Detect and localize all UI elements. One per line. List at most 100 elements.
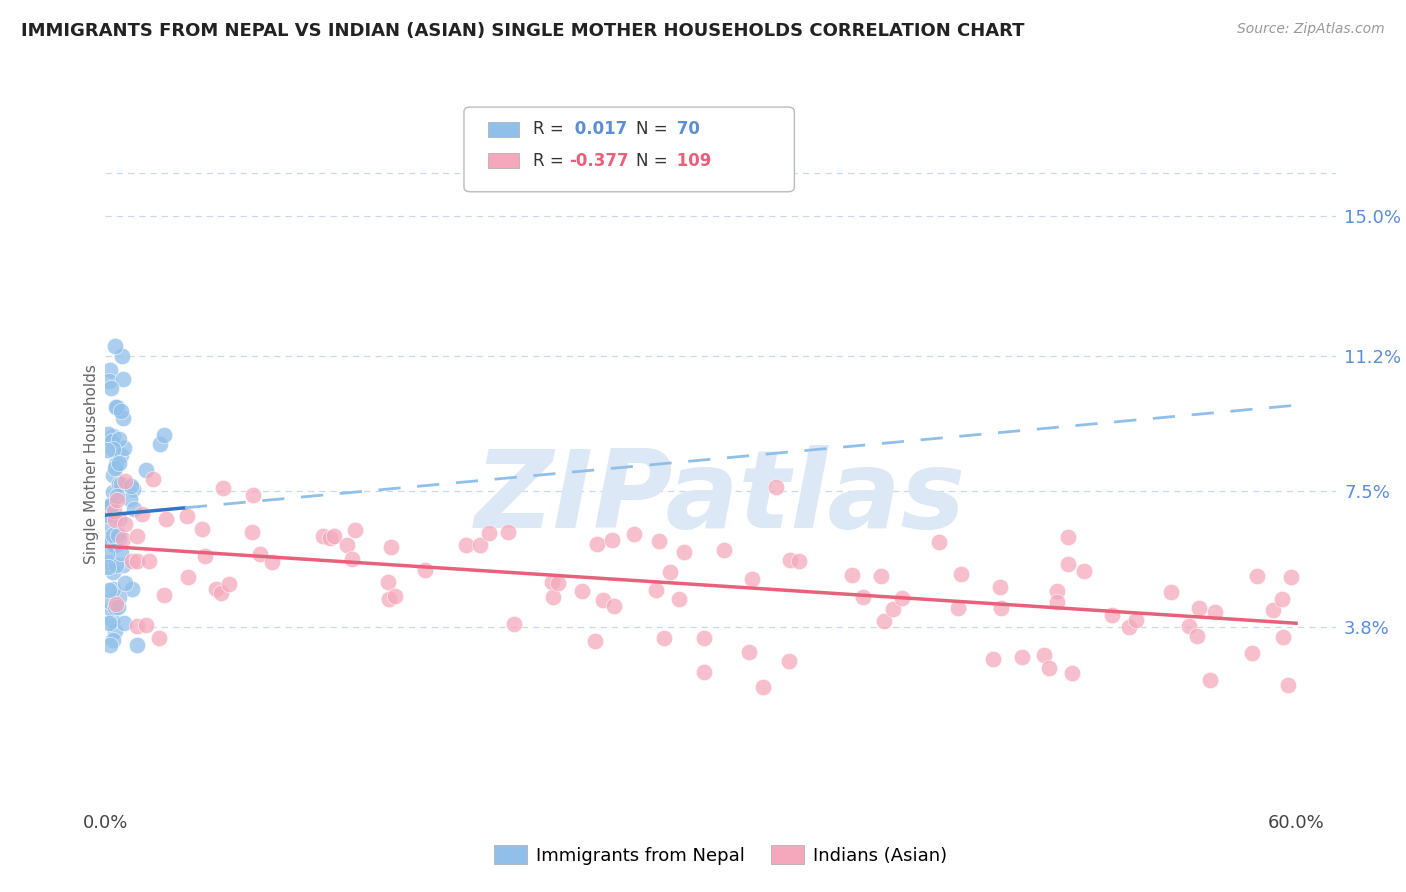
Point <box>456 538 478 552</box>
Point <box>647 533 669 548</box>
Point <box>1185 629 1208 643</box>
Point <box>104 401 127 415</box>
Point <box>672 545 695 559</box>
Point <box>713 543 735 558</box>
Point <box>112 442 135 456</box>
Point <box>104 460 127 475</box>
Point <box>100 499 122 513</box>
Point <box>98 593 121 607</box>
Point <box>1046 595 1069 609</box>
Point <box>789 554 811 568</box>
Point <box>114 475 136 489</box>
Point <box>118 491 141 506</box>
Point <box>96 443 118 458</box>
Point <box>841 568 863 582</box>
Point <box>209 586 232 600</box>
Point <box>1277 678 1299 692</box>
Point <box>176 508 198 523</box>
Point <box>502 616 524 631</box>
Point <box>600 533 623 547</box>
Point <box>870 568 893 582</box>
Point <box>125 638 148 652</box>
Point <box>242 488 264 502</box>
Point <box>240 524 263 539</box>
Point <box>101 528 124 542</box>
Point <box>149 436 172 450</box>
Point <box>105 489 128 503</box>
Text: 0.017: 0.017 <box>569 120 627 138</box>
Point <box>585 537 607 551</box>
Point <box>218 577 240 591</box>
Point <box>1073 564 1095 578</box>
Point <box>1046 584 1069 599</box>
Point <box>949 566 972 581</box>
Point <box>107 477 129 491</box>
Point <box>141 472 163 486</box>
Point <box>741 572 763 586</box>
Point <box>148 631 170 645</box>
Point <box>124 502 146 516</box>
Point <box>1188 601 1211 615</box>
Point <box>478 526 501 541</box>
Text: 70: 70 <box>671 120 700 138</box>
Point <box>104 338 127 352</box>
Point <box>658 566 681 580</box>
Point <box>592 592 614 607</box>
Text: Source: ZipAtlas.com: Source: ZipAtlas.com <box>1237 22 1385 37</box>
Point <box>1038 661 1060 675</box>
Point <box>928 534 950 549</box>
Point <box>981 652 1004 666</box>
Text: IMMIGRANTS FROM NEPAL VS INDIAN (ASIAN) SINGLE MOTHER HOUSEHOLDS CORRELATION CHA: IMMIGRANTS FROM NEPAL VS INDIAN (ASIAN) … <box>21 22 1025 40</box>
Point <box>98 375 121 389</box>
Point <box>873 614 896 628</box>
Point <box>97 560 120 574</box>
Point <box>103 504 125 518</box>
Point <box>470 538 492 552</box>
Point <box>110 477 132 491</box>
Point <box>96 547 118 561</box>
Point <box>120 478 142 492</box>
Point <box>779 553 801 567</box>
Point <box>127 619 149 633</box>
Point <box>104 457 127 471</box>
Point <box>194 549 217 563</box>
Point <box>652 632 675 646</box>
Point <box>98 582 121 597</box>
Point <box>541 574 564 589</box>
Point <box>152 588 174 602</box>
Point <box>101 565 124 579</box>
Point <box>1240 646 1263 660</box>
Point <box>988 580 1011 594</box>
Point <box>121 582 143 596</box>
Legend: Immigrants from Nepal, Indians (Asian): Immigrants from Nepal, Indians (Asian) <box>486 838 955 871</box>
Point <box>1125 613 1147 627</box>
Point <box>1056 557 1078 571</box>
Point <box>114 575 136 590</box>
Point <box>112 411 135 425</box>
Point <box>852 590 875 604</box>
Point <box>1160 585 1182 599</box>
Text: R =: R = <box>533 120 569 138</box>
Point <box>205 582 228 596</box>
Point <box>96 508 118 522</box>
Point <box>100 535 122 549</box>
Point <box>1033 648 1056 663</box>
Point <box>105 400 128 414</box>
Point <box>125 554 148 568</box>
Point <box>1246 569 1268 583</box>
Text: ZIPatlas: ZIPatlas <box>475 445 966 550</box>
Point <box>1062 665 1084 680</box>
Point <box>125 529 148 543</box>
Point <box>96 518 118 533</box>
Point <box>108 456 131 470</box>
Point <box>693 631 716 645</box>
Point <box>101 613 124 627</box>
Point <box>155 512 177 526</box>
Point <box>693 665 716 679</box>
Point <box>752 681 775 695</box>
Point <box>138 554 160 568</box>
Text: 109: 109 <box>671 152 711 169</box>
Point <box>114 516 136 531</box>
Point <box>543 590 565 604</box>
Point <box>105 532 128 546</box>
